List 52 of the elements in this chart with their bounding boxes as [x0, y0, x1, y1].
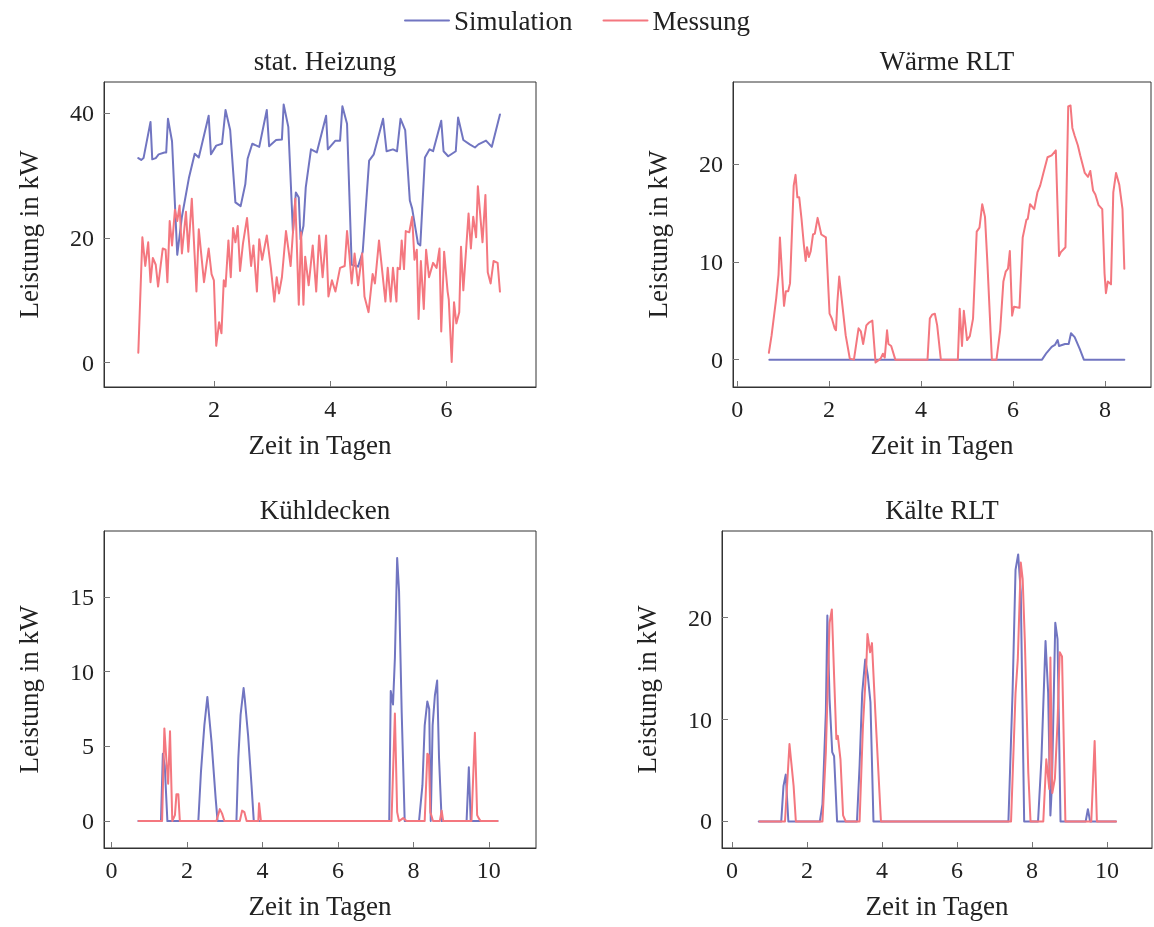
x-tick-label: 8: [407, 857, 420, 883]
y-tick-label: 20: [70, 224, 94, 251]
x-tick-label: 2: [823, 396, 836, 422]
line-series: [137, 712, 499, 823]
x-tick-label: 6: [951, 857, 964, 883]
y-tick-label: 40: [70, 100, 94, 127]
y-axis-title: Leistung in kW: [13, 150, 44, 319]
x-tick-label: 6: [440, 396, 453, 422]
x-tick-label: 4: [915, 396, 928, 422]
y-axis-title: Leistung in kW: [631, 605, 662, 774]
x-axis-title: Zeit in Tagen: [865, 890, 1010, 921]
line-series: [137, 103, 501, 268]
y-tick-label: 10: [688, 706, 712, 733]
legend-label: Messung: [652, 5, 751, 36]
chart-title: Kälte RLT: [885, 494, 1000, 525]
line-series: [768, 332, 1126, 361]
x-tick-label: 4: [324, 396, 337, 422]
x-tick-label: 4: [256, 857, 269, 883]
x-tick-label: 8: [1026, 857, 1039, 883]
x-tick-label: 6: [331, 857, 344, 883]
x-tick-label: 2: [207, 396, 220, 422]
x-tick-label: 0: [105, 857, 118, 883]
x-tick-label: 4: [876, 857, 889, 883]
line-series: [767, 104, 1126, 364]
y-tick-label: 5: [82, 733, 94, 760]
line-series: [137, 185, 501, 364]
chart-title: Kühldecken: [259, 494, 391, 525]
y-tick-label: 10: [699, 248, 723, 275]
x-tick-label: 8: [1099, 396, 1112, 422]
x-axis-title: Zeit in Tagen: [870, 429, 1015, 460]
x-tick-label: 10: [476, 857, 501, 883]
x-tick-label: 2: [801, 857, 814, 883]
x-axis-title: Zeit in Tagen: [248, 890, 393, 921]
x-tick-label: 0: [726, 857, 739, 883]
x-tick-label: 2: [181, 857, 193, 883]
y-tick-label: 0: [82, 349, 94, 376]
legend-label: Simulation: [453, 5, 573, 36]
y-tick-label: 10: [70, 658, 94, 685]
y-tick-label: 20: [699, 151, 723, 178]
x-axis-title: Zeit in Tagen: [248, 429, 393, 460]
y-axis-title: Leistung in kW: [13, 605, 44, 774]
y-tick-label: 0: [700, 808, 712, 835]
chart-title: stat. Heizung: [253, 45, 397, 76]
y-tick-label: 15: [70, 583, 94, 610]
x-tick-label: 0: [731, 396, 744, 422]
y-axis-title: Leistung in kW: [642, 150, 673, 319]
y-tick-label: 0: [711, 346, 723, 373]
y-tick-label: 20: [688, 604, 712, 631]
y-tick-label: 0: [82, 808, 94, 835]
x-tick-label: 6: [1007, 396, 1020, 422]
x-tick-label: 10: [1095, 857, 1120, 883]
chart-title: Wärme RLT: [879, 45, 1015, 76]
